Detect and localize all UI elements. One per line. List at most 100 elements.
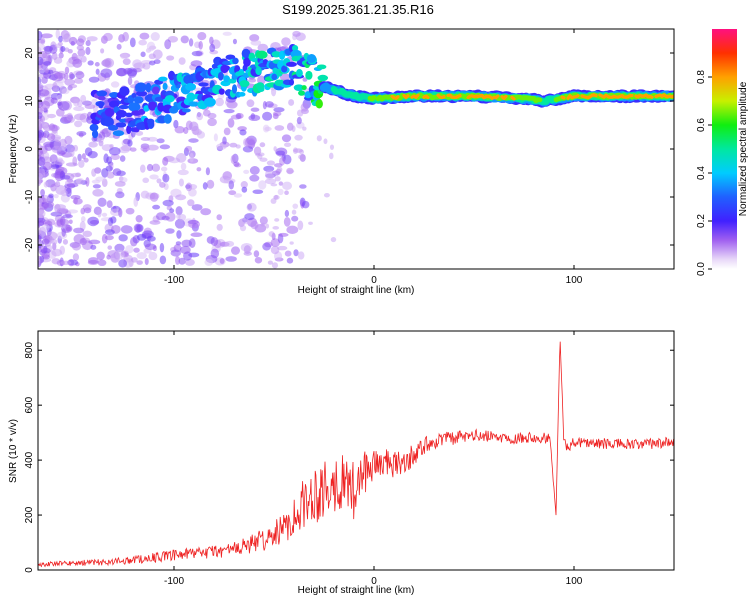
spectrogram-blob	[150, 32, 160, 41]
spectrogram-blob	[44, 143, 54, 151]
colorbar-gradient	[712, 29, 737, 269]
spectrogram-blob	[146, 41, 156, 52]
spectrogram-ridge-blob	[168, 70, 176, 81]
spectrogram-blob	[288, 99, 295, 106]
spectrogram-blob	[272, 226, 280, 230]
spectrogram-blob	[55, 29, 60, 40]
spectrogram-blob	[239, 224, 247, 232]
spectrogram-blob	[196, 167, 202, 172]
spectrogram-blob	[239, 129, 247, 136]
spectrogram-ridge-blob	[234, 71, 246, 77]
spectrogram-blob	[94, 62, 100, 67]
spectrogram-blob	[180, 162, 187, 171]
spectrogram-blob	[87, 151, 98, 159]
spectrogram-blob	[71, 242, 82, 251]
spectrogram-ridge-blob	[181, 108, 191, 113]
spectrogram-blob	[165, 228, 175, 234]
spectrogram-ridge-blob	[91, 129, 99, 139]
spectrogram-ridge-blob	[185, 83, 197, 91]
spectrogram-blob	[100, 48, 105, 54]
spectrogram-blob	[96, 251, 105, 261]
spectrogram-blob	[213, 133, 218, 142]
spectrogram-blob	[230, 246, 241, 255]
spectrogram-blob	[206, 236, 215, 244]
spectrogram-blob	[265, 223, 270, 229]
spectrogram-blob	[190, 232, 203, 237]
spectrogram-blob	[329, 152, 334, 160]
spectrogram-ridge-blob	[239, 80, 250, 88]
spectrogram-blob	[142, 62, 151, 70]
spectrogram-ridge-blob	[186, 92, 196, 102]
spectrogram-ridge-band	[446, 93, 462, 100]
snr-panel: -100 0 100 0 200 400 600 800 Height of straight…	[8, 330, 675, 596]
spectrogram-blob	[302, 77, 308, 82]
spectrogram-ridge-blob	[112, 130, 125, 137]
spectrogram-blob	[127, 139, 133, 147]
spectrogram-blob	[66, 183, 79, 188]
spectrogram-ridge-blob	[89, 123, 99, 132]
snr-background	[38, 331, 674, 570]
spectrogram-blob	[159, 255, 167, 265]
spectrogram-blob	[200, 208, 212, 216]
spectrogram-blob	[119, 155, 126, 162]
spectrogram-blob	[191, 204, 203, 211]
spectrogram-blob	[271, 86, 277, 97]
spectrogram-blob	[78, 132, 84, 138]
spectrogram-blob	[187, 199, 195, 207]
spectrogram-blob	[54, 204, 67, 210]
spectrogram-blob	[75, 172, 82, 178]
spectrogram-blob	[267, 260, 273, 265]
spectrogram-blob	[44, 67, 50, 74]
spectrogram-blob	[42, 254, 50, 260]
spectrogram-blob	[264, 101, 274, 108]
spectrogram-blob	[38, 63, 43, 72]
spectrogram-blob	[177, 169, 189, 176]
spectrogram-blob	[83, 157, 89, 163]
spectrogram-blob	[65, 187, 72, 197]
spectrogram-blob	[152, 204, 161, 210]
spectrogram-blob	[294, 134, 303, 141]
spectrogram-blob	[50, 183, 57, 192]
spectrogram-blob	[120, 53, 128, 60]
spectrogram-blob	[148, 251, 158, 261]
spectrogram-blob	[259, 216, 268, 225]
spectrogram-blob	[38, 89, 50, 97]
spectrogram-blob	[38, 225, 42, 236]
spectrogram-ridge-blob	[143, 105, 150, 112]
spectrogram-blob	[132, 59, 142, 69]
spectrogram-blob	[55, 181, 61, 188]
colorbar-tick-label: 0.0	[696, 262, 707, 276]
spectrogram-blob	[64, 66, 70, 75]
spectrogram-blob	[112, 168, 122, 176]
spectrogram-blob	[88, 76, 100, 83]
spectrogram-blob	[118, 208, 123, 218]
spectrogram-blob	[188, 138, 199, 143]
spectrogram-blob	[240, 181, 248, 189]
spectrogram-blob	[224, 240, 235, 247]
spectrogram-ridge-blob	[148, 101, 157, 111]
spectrogram-blob	[122, 31, 129, 42]
spectrogram-blob	[127, 76, 133, 86]
spectrogram-blob	[78, 159, 85, 168]
spectrogram-ridge-blob	[126, 125, 132, 135]
spectrogram-ridge-blob	[281, 65, 288, 73]
spectrogram-blob	[139, 32, 150, 40]
spectrogram-blob	[283, 142, 292, 148]
spectrogram-blob	[60, 216, 66, 226]
spectrogram-ridge-band	[436, 93, 446, 100]
spectrogram-blob	[87, 216, 99, 227]
spectrogram-blob	[329, 144, 335, 150]
spectrogram-blob	[38, 197, 43, 204]
spectrogram-ridge-band	[500, 94, 508, 101]
spectrogram-blob	[110, 153, 120, 161]
spectrogram-ridge-blob	[316, 64, 327, 70]
snr-ytick-label: 200	[24, 506, 35, 523]
spectrogram-blob	[67, 209, 79, 214]
spectrogram-blob	[92, 184, 101, 189]
spectrogram-ridge-band	[560, 95, 566, 100]
spectrogram-blob	[274, 194, 279, 200]
spectrogram-blob	[142, 147, 148, 153]
spectrogram-blob	[46, 231, 58, 241]
spectrogram-blob	[188, 220, 201, 229]
